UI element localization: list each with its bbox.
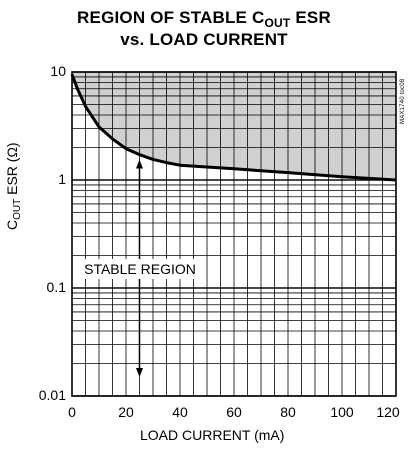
x-tick-label: 40 <box>172 404 188 420</box>
stable-region-label: STABLE REGION <box>84 261 196 277</box>
part-number-label: MAX1740 toc08 <box>400 78 406 124</box>
x-tick-label: 120 <box>376 404 400 420</box>
x-tick-label: 20 <box>118 404 134 420</box>
x-tick-label: 0 <box>68 404 76 420</box>
y-tick-label: 0.01 <box>38 387 66 403</box>
y-tick-label: 10 <box>50 63 66 79</box>
esr-boundary-curve <box>70 73 397 182</box>
arrow-head-down <box>136 367 143 377</box>
x-tick-label: 60 <box>226 404 242 420</box>
chart-title-line2: vs. LOAD CURRENT <box>120 30 288 49</box>
y-tick-label: 0.1 <box>46 279 66 295</box>
stable-region-label-bg <box>80 259 200 279</box>
chart-title-line1: REGION OF STABLE COUT ESR <box>77 8 331 30</box>
arrow-head-up <box>136 159 143 169</box>
x-tick-label: 80 <box>280 404 296 420</box>
x-axis-label: LOAD CURRENT (mA) <box>140 427 285 443</box>
x-tick-label: 100 <box>330 404 354 420</box>
y-tick-label: 1 <box>58 171 66 187</box>
plot-frame <box>71 71 397 397</box>
